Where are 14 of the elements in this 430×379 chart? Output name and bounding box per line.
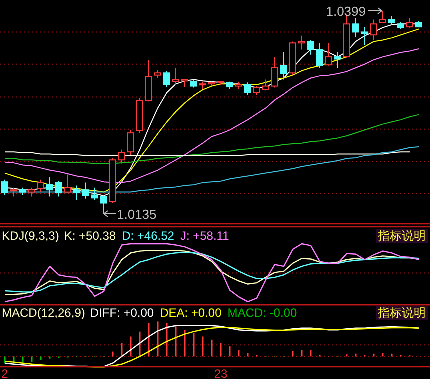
legend-item: DEA: +0.00 [160, 306, 222, 320]
annotation: 1.0135 [117, 207, 157, 222]
legend-item: DIFF: +0.00 [90, 306, 154, 320]
legend-item: J: +58.11 [180, 229, 230, 243]
title: KDJ(9,3,3) [2, 229, 60, 243]
title: MACD(12,26,9) [2, 306, 86, 320]
legend-item: K: +50.38 [64, 229, 116, 243]
legend-item: D: +46.52 [122, 229, 174, 243]
annotation: 1.0399 [326, 4, 366, 19]
tick-label: 23 [214, 367, 228, 379]
tick-label: 2 [2, 367, 8, 379]
legend-item: MACD: -0.00 [228, 306, 298, 320]
annotation: 指标说明 [378, 229, 426, 243]
annotation: 指标说明 [378, 306, 426, 320]
